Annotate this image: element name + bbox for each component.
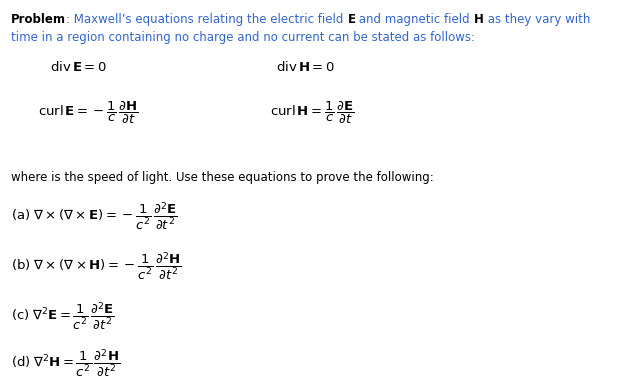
Text: and magnetic field: and magnetic field [355, 13, 474, 26]
Text: E: E [347, 13, 355, 26]
Text: time in a region containing no charge and no current can be stated as follows:: time in a region containing no charge an… [11, 31, 475, 45]
Text: $\mathrm{curl}\,\mathbf{E} = -\dfrac{1}{c}\,\dfrac{\partial \mathbf{H}}{\partial: $\mathrm{curl}\,\mathbf{E} = -\dfrac{1}{… [38, 100, 138, 126]
Text: $(\mathrm{a})\;\nabla \times (\nabla \times \mathbf{E}) = -\dfrac{1}{c^2}\,\dfra: $(\mathrm{a})\;\nabla \times (\nabla \ti… [11, 200, 178, 232]
Text: $(\mathrm{b})\;\nabla \times (\nabla \times \mathbf{H}) = -\dfrac{1}{c^2}\,\dfra: $(\mathrm{b})\;\nabla \times (\nabla \ti… [11, 250, 182, 282]
Text: : Maxwell’s equations relating the electric field: : Maxwell’s equations relating the elect… [67, 13, 347, 26]
Text: $\mathrm{div}\,\mathbf{H} = 0$: $\mathrm{div}\,\mathbf{H} = 0$ [276, 60, 335, 73]
Text: $\mathrm{curl}\,\mathbf{H} = \dfrac{1}{c}\,\dfrac{\partial \mathbf{E}}{\partial : $\mathrm{curl}\,\mathbf{H} = \dfrac{1}{c… [270, 100, 354, 126]
Text: $(\mathrm{c})\;\nabla^2 \mathbf{E} = \dfrac{1}{c^2}\,\dfrac{\partial^2 \mathbf{E: $(\mathrm{c})\;\nabla^2 \mathbf{E} = \df… [11, 300, 116, 332]
Text: H: H [474, 13, 484, 26]
Text: as they vary with: as they vary with [484, 13, 590, 26]
Text: $\mathrm{div}\,\mathbf{E} = 0$: $\mathrm{div}\,\mathbf{E} = 0$ [50, 60, 107, 73]
Text: Problem: Problem [11, 13, 67, 26]
Text: $(\mathrm{d})\;\nabla^2 \mathbf{H} = \dfrac{1}{c^2}\,\dfrac{\partial^2 \mathbf{H: $(\mathrm{d})\;\nabla^2 \mathbf{H} = \df… [11, 348, 121, 379]
Text: where is the speed of light. Use these equations to prove the following:: where is the speed of light. Use these e… [11, 171, 434, 184]
